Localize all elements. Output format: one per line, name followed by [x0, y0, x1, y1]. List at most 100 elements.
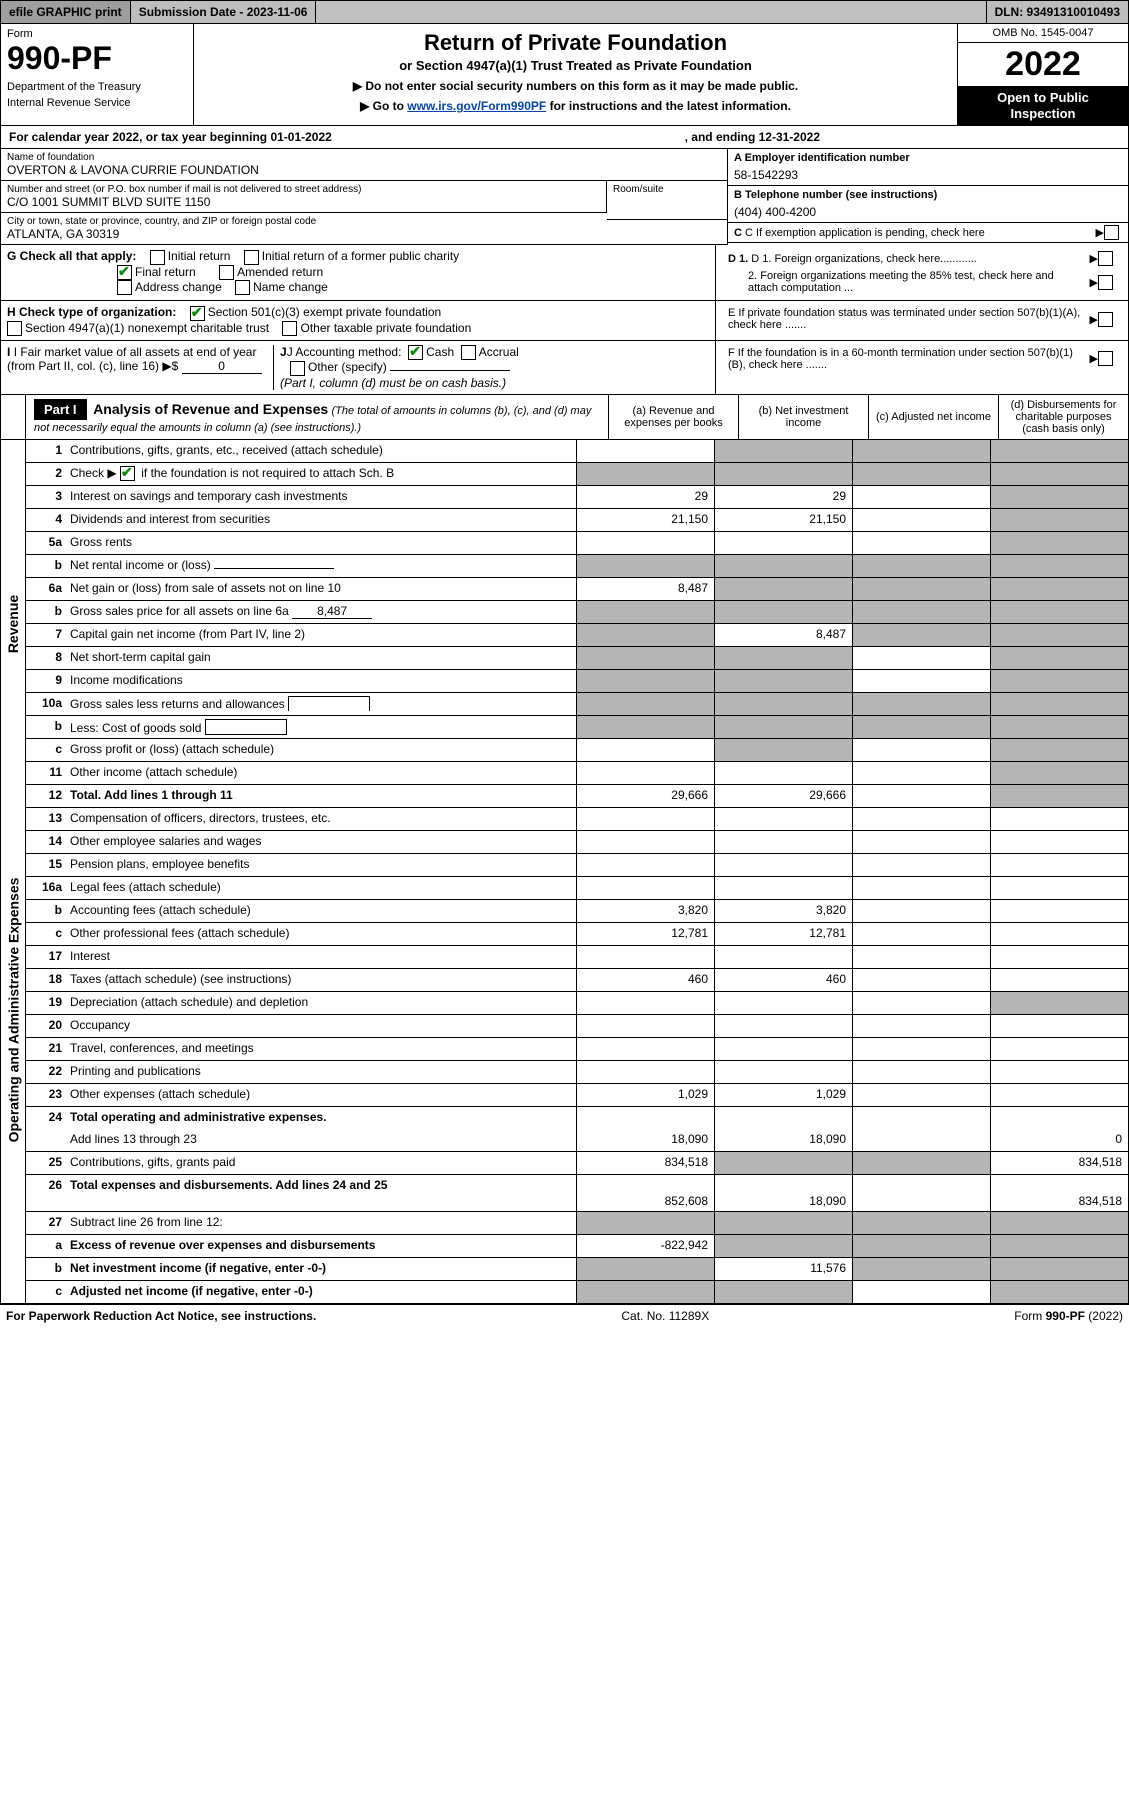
r3-a: 29	[576, 486, 714, 508]
row-19: Depreciation (attach schedule) and deple…	[66, 992, 576, 1014]
omb-number: OMB No. 1545-0047	[958, 24, 1128, 43]
row-10a: Gross sales less returns and allowances	[66, 693, 576, 715]
g-label: G Check all that apply:	[7, 249, 136, 263]
ein-cell: A Employer identification number 58-1542…	[728, 149, 1128, 186]
section-ghij: G Check all that apply: Initial return I…	[0, 245, 1129, 394]
section-ij: I I Fair market value of all assets at e…	[1, 341, 715, 394]
h-4947-checkbox[interactable]	[7, 321, 22, 336]
r25-d: 834,518	[990, 1152, 1128, 1174]
part1-title: Analysis of Revenue and Expenses	[93, 401, 328, 417]
form-label: Form	[7, 28, 187, 40]
r27b-b: 11,576	[714, 1258, 852, 1280]
note2-post: for instructions and the latest informat…	[546, 99, 791, 113]
r16b-a: 3,820	[576, 900, 714, 922]
row-10b: Less: Cost of goods sold	[66, 716, 576, 738]
form-number: 990-PF	[7, 40, 187, 77]
row-6b: Gross sales price for all assets on line…	[66, 601, 576, 623]
info-left: Name of foundation OVERTON & LAVONA CURR…	[1, 149, 727, 245]
h-501c3-checkbox[interactable]	[190, 306, 205, 321]
initial-return-checkbox[interactable]	[150, 250, 165, 265]
form-note-2: ▶ Go to www.irs.gov/Form990PF for instru…	[204, 99, 947, 113]
tax-year: 2022	[958, 43, 1128, 86]
r24-b: 18,090	[714, 1129, 852, 1151]
section-f: F If the foundation is in a 60-month ter…	[715, 341, 1128, 394]
row-3: Interest on savings and temporary cash i…	[66, 486, 576, 508]
schb-checkbox[interactable]	[120, 466, 135, 481]
r27a-a: -822,942	[576, 1235, 714, 1257]
r6a-a: 8,487	[576, 578, 714, 600]
section-c: C C If exemption application is pending,…	[728, 223, 1128, 243]
j-accrual-checkbox[interactable]	[461, 345, 476, 360]
form-header: Form 990-PF Department of the Treasury I…	[0, 24, 1129, 126]
amended-return-checkbox[interactable]	[219, 265, 234, 280]
r4-a: 21,150	[576, 509, 714, 531]
dept-treasury: Department of the Treasury	[7, 81, 187, 93]
row-27b: Net investment income (if negative, ente…	[66, 1258, 576, 1280]
col-b-header: (b) Net investment income	[738, 395, 868, 439]
r18-b: 460	[714, 969, 852, 991]
row-24b: Add lines 13 through 23	[66, 1129, 576, 1151]
note2-pre: ▶ Go to	[360, 99, 407, 113]
row-18: Taxes (attach schedule) (see instruction…	[66, 969, 576, 991]
name-change-checkbox[interactable]	[235, 280, 250, 295]
g-namechange: Name change	[253, 280, 328, 294]
d2-checkbox[interactable]	[1098, 275, 1113, 290]
r6b-val: 8,487	[292, 604, 372, 619]
j-note: (Part I, column (d) must be on cash basi…	[280, 376, 506, 390]
row-5b: Net rental income or (loss)	[66, 555, 576, 577]
r24-a: 18,090	[576, 1129, 714, 1151]
top-bar: efile GRAPHIC print Submission Date - 20…	[0, 0, 1129, 24]
section-h: H Check type of organization: Section 50…	[1, 301, 715, 340]
instructions-link[interactable]: www.irs.gov/Form990PF	[407, 99, 546, 113]
footer-mid: Cat. No. 11289X	[621, 1309, 709, 1323]
col-a-header: (a) Revenue and expenses per books	[608, 395, 738, 439]
info-right: A Employer identification number 58-1542…	[727, 149, 1128, 245]
open-to-public: Open to Public Inspection	[958, 86, 1128, 125]
foundation-name-cell: Name of foundation OVERTON & LAVONA CURR…	[1, 149, 727, 181]
form-subtitle: or Section 4947(a)(1) Trust Treated as P…	[204, 58, 947, 73]
row-6a: Net gain or (loss) from sale of assets n…	[66, 578, 576, 600]
j-accrual: Accrual	[479, 345, 519, 359]
name-label: Name of foundation	[7, 152, 721, 163]
row-7: Capital gain net income (from Part IV, l…	[66, 624, 576, 646]
section-e: E If private foundation status was termi…	[715, 301, 1128, 340]
r23-b: 1,029	[714, 1084, 852, 1106]
foundation-name: OVERTON & LAVONA CURRIE FOUNDATION	[7, 163, 721, 177]
expenses-table: Operating and Administrative Expenses 13…	[0, 808, 1129, 1212]
f-checkbox[interactable]	[1098, 351, 1113, 366]
g-initial: Initial return	[168, 249, 231, 263]
row-15: Pension plans, employee benefits	[66, 854, 576, 876]
row-22: Printing and publications	[66, 1061, 576, 1083]
address-change-checkbox[interactable]	[117, 280, 132, 295]
c-label: C If exemption application is pending, c…	[745, 227, 985, 239]
d1-checkbox[interactable]	[1098, 251, 1113, 266]
initial-former-checkbox[interactable]	[244, 250, 259, 265]
h-other-checkbox[interactable]	[282, 321, 297, 336]
row-4: Dividends and interest from securities	[66, 509, 576, 531]
row-16c: Other professional fees (attach schedule…	[66, 923, 576, 945]
address-cell: Number and street (or P.O. box number if…	[1, 181, 606, 213]
j-cash-checkbox[interactable]	[408, 345, 423, 360]
row-12: Total. Add lines 1 through 11	[66, 785, 576, 807]
r25-a: 834,518	[576, 1152, 714, 1174]
r16c-a: 12,781	[576, 923, 714, 945]
final-return-checkbox[interactable]	[117, 265, 132, 280]
ein-value: 58-1542293	[734, 168, 1122, 182]
form-title: Return of Private Foundation	[204, 30, 947, 56]
address: C/O 1001 SUMMIT BLVD SUITE 1150	[7, 195, 600, 209]
c-checkbox[interactable]	[1104, 225, 1119, 240]
submission-date: Submission Date - 2023-11-06	[131, 1, 317, 23]
j-other-checkbox[interactable]	[290, 361, 305, 376]
r26-d: 834,518	[990, 1175, 1128, 1211]
row-1: Contributions, gifts, grants, etc., rece…	[66, 440, 576, 462]
g-initial-former: Initial return of a former public charit…	[262, 249, 459, 263]
i-arrow: ▶$	[162, 359, 178, 373]
e-checkbox[interactable]	[1098, 312, 1113, 327]
ein-label: A Employer identification number	[734, 152, 1122, 164]
efile-label[interactable]: efile GRAPHIC print	[1, 1, 131, 23]
addr-label: Number and street (or P.O. box number if…	[7, 184, 600, 195]
h-opt2: Section 4947(a)(1) nonexempt charitable …	[25, 321, 269, 335]
row-26: Total expenses and disbursements. Add li…	[66, 1175, 576, 1211]
phone-label: B Telephone number (see instructions)	[734, 189, 1122, 201]
r18-a: 460	[576, 969, 714, 991]
